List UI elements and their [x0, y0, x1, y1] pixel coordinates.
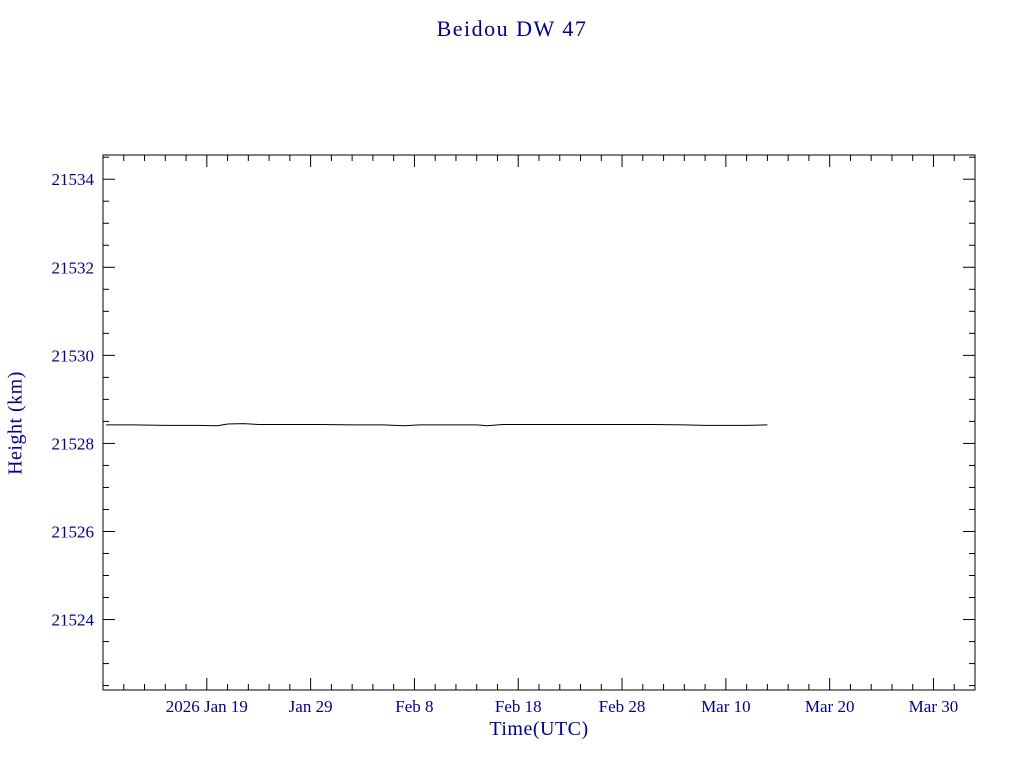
chart-title: Beidou DW 47	[436, 16, 588, 41]
x-tick-label: Mar 10	[701, 697, 751, 716]
y-tick-label: 21534	[52, 170, 95, 189]
y-tick-label: 21532	[52, 258, 95, 277]
plot-frame	[102, 154, 976, 691]
x-tick-label: Feb 18	[495, 697, 542, 716]
x-tick-label: Mar 30	[909, 697, 959, 716]
x-tick-label: Mar 20	[805, 697, 855, 716]
y-tick-label: 21528	[52, 434, 95, 453]
series-height	[106, 423, 768, 427]
y-tick-label: 21526	[52, 522, 95, 541]
y-tick-label: 21524	[52, 611, 95, 630]
x-tick-label: Feb 28	[599, 697, 646, 716]
x-tick-label: 2026 Jan 19	[166, 697, 248, 716]
y-tick-label: 21530	[52, 346, 95, 365]
x-tick-label: Jan 29	[289, 697, 333, 716]
x-axis-label: Time(UTC)	[489, 718, 589, 740]
x-tick-label: Feb 8	[395, 697, 433, 716]
